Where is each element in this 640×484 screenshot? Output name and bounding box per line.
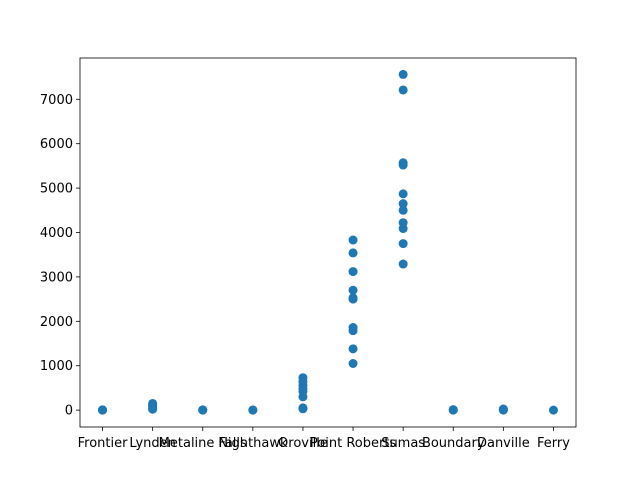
- y-tick-label: 6000: [40, 137, 73, 152]
- point: [348, 294, 358, 304]
- point: [348, 248, 358, 258]
- point: [398, 224, 408, 234]
- x-tick-label: Oroville: [278, 436, 328, 451]
- point: [298, 392, 308, 402]
- point: [348, 235, 358, 245]
- x-tick-label: Boundary: [422, 436, 485, 451]
- point: [398, 189, 408, 199]
- x-tick-label: Sumas: [381, 436, 425, 451]
- x-tick-label: Frontier: [78, 436, 128, 451]
- point: [348, 285, 358, 295]
- point: [248, 405, 258, 415]
- x-tick-label: Point Roberts: [310, 436, 397, 451]
- y-tick-label: 1000: [40, 359, 73, 374]
- y-tick-label: 2000: [40, 315, 73, 330]
- point: [448, 405, 458, 415]
- y-tick-label: 0: [65, 404, 73, 419]
- x-tick-label: Nighthawk: [218, 436, 288, 451]
- x-tick-label: Danville: [477, 436, 530, 451]
- point: [548, 405, 558, 415]
- point: [398, 239, 408, 249]
- y-tick-label: 3000: [40, 270, 73, 285]
- point: [398, 160, 408, 170]
- point: [348, 267, 358, 277]
- point: [398, 199, 408, 209]
- point: [348, 326, 358, 336]
- y-tick-label: 7000: [40, 93, 73, 108]
- point: [498, 404, 508, 414]
- point: [148, 404, 158, 414]
- point: [398, 205, 408, 215]
- point: [398, 85, 408, 95]
- x-tick-label: Metaline Falls: [159, 436, 247, 451]
- point: [398, 69, 408, 79]
- x-tick-label: Lynden: [129, 436, 175, 451]
- point: [198, 405, 208, 415]
- y-tick-label: 5000: [40, 182, 73, 197]
- y-tick-label: 4000: [40, 226, 73, 241]
- x-tick-label: Ferry: [537, 436, 570, 451]
- point: [298, 404, 308, 414]
- point: [98, 405, 108, 415]
- point: [348, 359, 358, 369]
- point: [348, 344, 358, 354]
- point: [398, 259, 408, 269]
- plot-frame: [79, 57, 577, 428]
